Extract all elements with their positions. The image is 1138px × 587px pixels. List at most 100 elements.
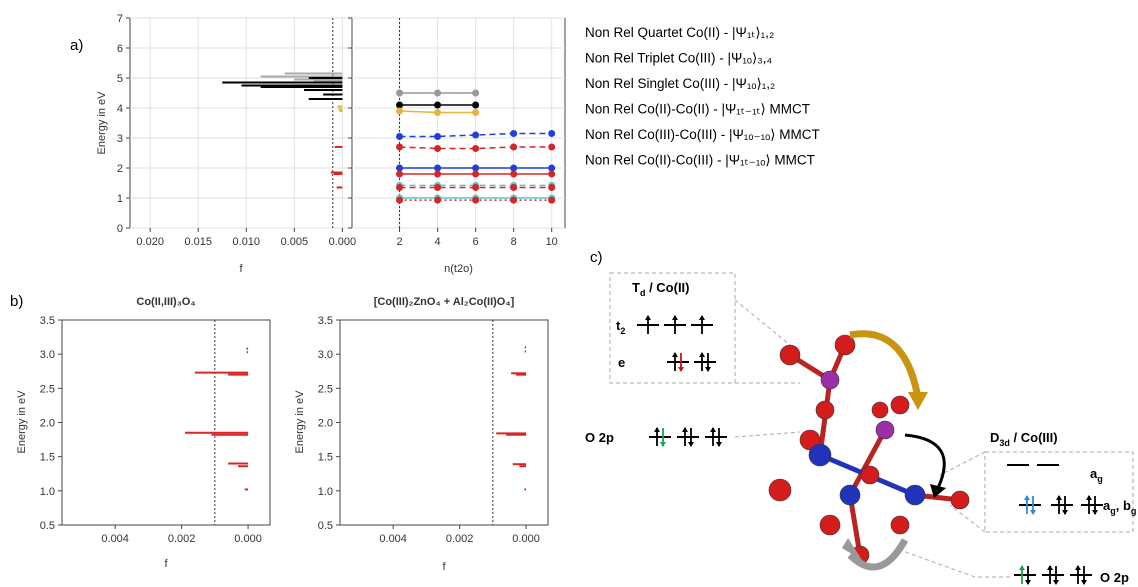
y-tick-label: 3 — [117, 133, 123, 145]
point — [548, 196, 556, 204]
electron-head — [1056, 495, 1062, 500]
y-tick-label: 1.5 — [318, 452, 333, 464]
legend-entry: Non Rel Co(III)-Co(III) - |Ψ₁ₒ₋₁ₒ⟩ MMCT — [585, 127, 820, 142]
y-tick-label: 2.0 — [40, 418, 55, 430]
point — [548, 143, 556, 151]
y-tick-label: 2.5 — [40, 383, 55, 395]
point — [434, 145, 442, 152]
electron-head — [654, 427, 660, 432]
x-tick-label: 2 — [396, 236, 402, 248]
point — [472, 109, 480, 116]
panel-label: b) — [10, 293, 23, 310]
y-tick-label: 2 — [117, 163, 123, 175]
molecule — [768, 334, 970, 565]
connector — [949, 504, 986, 533]
electron-head — [1092, 510, 1098, 515]
legend-entry: Non Rel Co(II)-Co(III) - |Ψ₁ₜ₋₁ₒ⟩ MMCT — [585, 153, 815, 168]
y-tick-label: 3.0 — [318, 349, 333, 361]
plot-area — [339, 319, 549, 526]
point — [510, 164, 518, 172]
y-axis-label: Energy in eV — [16, 390, 28, 454]
y-tick-label: 6 — [117, 43, 123, 55]
electron-head — [705, 367, 711, 372]
x-tick-label: 6 — [473, 236, 479, 248]
x-tick-label: 8 — [511, 236, 517, 248]
y-tick-label: 3.5 — [40, 315, 55, 327]
connector — [939, 451, 986, 476]
connector — [734, 431, 801, 438]
point — [548, 170, 556, 178]
point — [472, 196, 480, 204]
x-tick-label: 0.000 — [329, 236, 357, 248]
x-tick-label: 0.020 — [136, 236, 164, 248]
electron-head — [716, 442, 722, 447]
electron-head — [672, 352, 678, 357]
point — [472, 101, 480, 109]
o2p-label: O 2p — [1100, 570, 1129, 585]
series-line — [399, 132, 552, 138]
x-tick-label: 0.000 — [234, 533, 262, 545]
electron-head — [1053, 580, 1059, 585]
arrow — [904, 433, 946, 489]
y-tick-label: 1.0 — [318, 486, 333, 498]
x-tick-label: 0.002 — [446, 533, 474, 545]
point — [434, 184, 442, 191]
point — [510, 196, 518, 204]
electron-head — [1025, 580, 1031, 585]
arrow-head — [842, 538, 862, 560]
arrow-head — [908, 392, 928, 410]
point — [510, 184, 518, 191]
point — [434, 101, 442, 109]
t2-label: t2 — [616, 318, 625, 336]
panel-label: a) — [70, 37, 83, 54]
ag-label: ag — [1090, 466, 1103, 484]
box — [984, 451, 1134, 533]
x-tick-label: 4 — [435, 236, 441, 248]
x-tick-label: 0.002 — [168, 533, 196, 545]
x-tick-label: 0.000 — [512, 533, 540, 545]
point — [434, 170, 442, 178]
point — [396, 101, 404, 109]
o2p-label: O 2p — [585, 430, 614, 445]
chart-title: Co(II,III)₃O₄ — [136, 296, 195, 308]
legend-entry: Non Rel Singlet Co(III) - |Ψ₁ₒ⟩₁,₂ — [585, 76, 775, 91]
legend-entry: Non Rel Quartet Co(II) - |Ψ₁ₜ⟩₁,₂ — [585, 25, 774, 40]
electron-head — [678, 367, 684, 372]
electron-head — [1086, 495, 1092, 500]
point — [472, 170, 480, 178]
point — [472, 89, 480, 97]
electron-head — [699, 352, 705, 357]
arrow-head — [930, 484, 946, 498]
y-tick-label: 3.0 — [40, 349, 55, 361]
electron-head — [699, 315, 705, 320]
point — [472, 184, 480, 191]
x-tick-label: 0.004 — [379, 533, 407, 545]
point — [396, 164, 404, 172]
point — [548, 184, 556, 191]
energy-diagram: Td / Co(II) t2 e O 2p D3d / Co(III) ag a… — [585, 272, 1136, 585]
point — [548, 164, 556, 172]
legend-entry: Non Rel Triplet Co(III) - |Ψ₁ₒ⟩₃,₄ — [585, 51, 772, 66]
electron-head — [1081, 580, 1087, 585]
y-tick-label: 2.0 — [318, 418, 333, 430]
electron-head — [645, 315, 651, 320]
point — [396, 89, 404, 97]
series-line — [399, 146, 552, 150]
chart-title: [Co(III)₂ZnO₄ + Al₂Co(II)O₄] — [374, 296, 515, 308]
point — [396, 107, 404, 115]
point — [434, 196, 442, 204]
point — [472, 131, 480, 139]
connector — [899, 549, 1010, 578]
x-tick-label: 0.004 — [101, 533, 129, 545]
panel-label: c) — [590, 249, 603, 266]
y-tick-label: 1 — [117, 193, 123, 205]
x-axis-label: f — [164, 558, 168, 570]
y-tick-label: 1.5 — [40, 452, 55, 464]
point — [434, 109, 442, 116]
y-tick-label: 0.5 — [318, 520, 333, 532]
y-axis-label: Energy in eV — [294, 390, 306, 454]
point — [396, 170, 404, 178]
point — [396, 184, 404, 191]
